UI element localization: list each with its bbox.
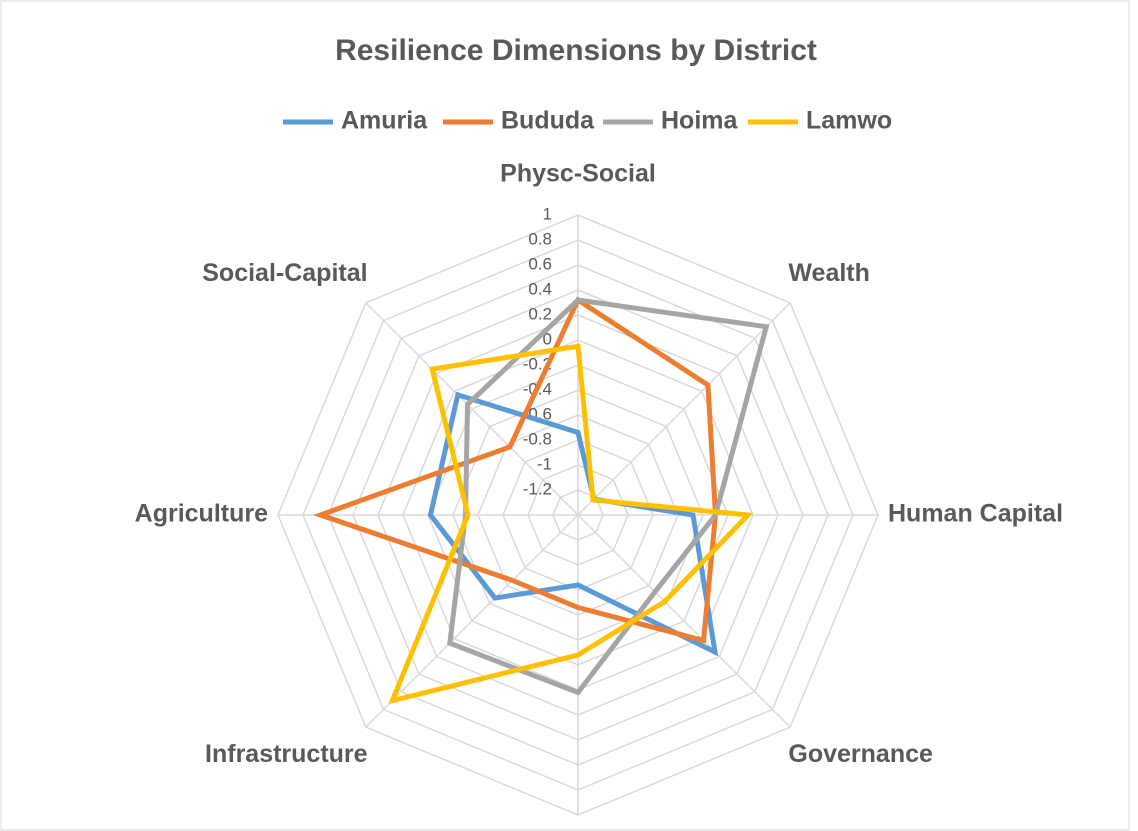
tick-label: 0.2 bbox=[528, 304, 552, 323]
legend: Amuria Bududa Hoima Lamwo bbox=[283, 107, 892, 135]
spoke bbox=[577, 302, 791, 516]
series-line bbox=[447, 297, 770, 696]
legend-label: Amuria bbox=[341, 107, 428, 135]
tick-label: 0.4 bbox=[528, 279, 552, 298]
tick-label: 0 bbox=[543, 329, 552, 348]
axis-label: Wealth bbox=[788, 259, 870, 287]
axis-label: Infrastructure bbox=[205, 740, 368, 768]
axis-label: Agriculture bbox=[135, 500, 268, 528]
axis-label: Physc-Social bbox=[500, 160, 656, 188]
axis-label: Governance bbox=[788, 740, 933, 768]
tick-label: -0.8 bbox=[523, 429, 552, 448]
chart-title: Resilience Dimensions by District bbox=[335, 34, 817, 67]
tick-label: 0.8 bbox=[528, 229, 552, 248]
series-line bbox=[388, 343, 754, 705]
legend-label: Lamwo bbox=[806, 107, 892, 135]
series-line bbox=[312, 296, 719, 644]
axis-label: Social-Capital bbox=[202, 259, 367, 287]
axis-label: Human Capital bbox=[888, 500, 1063, 528]
tick-label: -1.2 bbox=[523, 479, 552, 498]
tick-label: -1 bbox=[537, 454, 552, 473]
spoke bbox=[365, 302, 579, 516]
legend-label: Hoima bbox=[661, 107, 739, 135]
tick-label: 1 bbox=[543, 204, 552, 223]
spoke bbox=[365, 514, 579, 728]
tick-label: 0.6 bbox=[528, 254, 552, 273]
spoke bbox=[577, 514, 791, 728]
legend-label: Bududa bbox=[501, 107, 595, 135]
